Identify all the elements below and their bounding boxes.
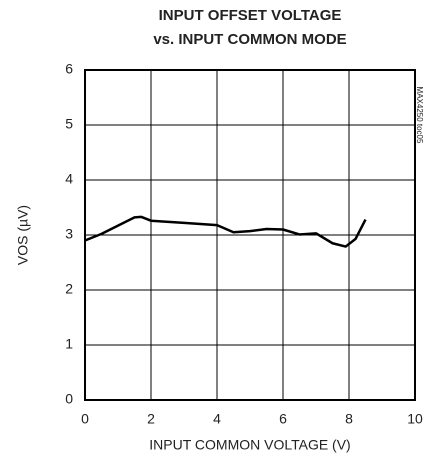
y-tick-label: 0 <box>65 391 73 407</box>
y-tick-label: 6 <box>65 61 73 77</box>
x-tick-label: 4 <box>213 411 221 427</box>
y-tick-label: 5 <box>65 116 73 132</box>
annotation: MAX4250 toc05 <box>415 87 424 144</box>
x-tick-label: 8 <box>345 411 353 427</box>
y-tick-label: 1 <box>65 336 73 352</box>
x-tick-label: 0 <box>81 411 89 427</box>
chart-title: INPUT OFFSET VOLTAGE <box>159 7 342 24</box>
x-tick-label: 2 <box>147 411 155 427</box>
y-tick-label: 4 <box>65 171 73 187</box>
x-tick-label: 10 <box>407 411 423 427</box>
y-tick-label: 3 <box>65 226 73 242</box>
data-line <box>84 215 367 248</box>
y-axis-label: VOS (µV) <box>15 205 31 265</box>
x-axis-label: INPUT COMMON VOLTAGE (V) <box>149 437 350 453</box>
y-tick-label: 2 <box>65 281 73 297</box>
plot-frame <box>84 69 416 401</box>
chart-title: vs. INPUT COMMON MODE <box>153 31 346 48</box>
x-tick-label: 6 <box>279 411 287 427</box>
